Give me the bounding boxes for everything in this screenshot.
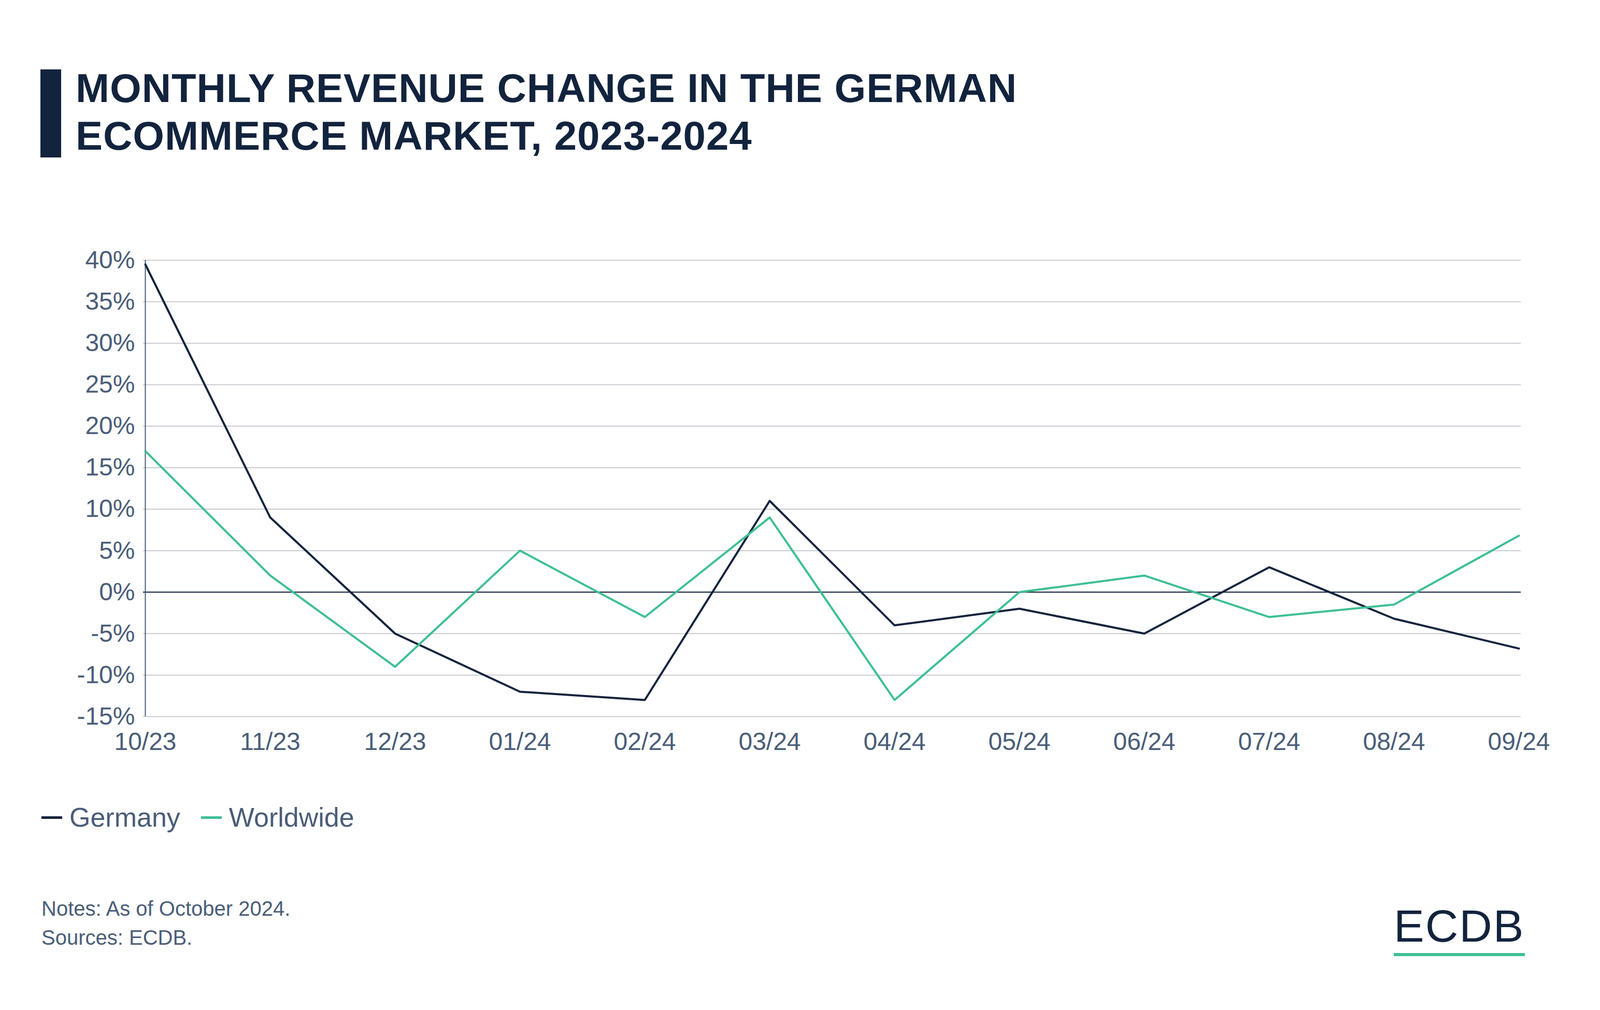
svg-text:25%: 25% [84, 370, 135, 398]
svg-text:08/24: 08/24 [1362, 727, 1425, 756]
svg-text:35%: 35% [84, 287, 135, 316]
html-text:Notes: As of October 2024.: Notes: As of October 2024. [41, 897, 291, 921]
svg-text:05/24: 05/24 [988, 727, 1051, 756]
svg-text:-10%: -10% [76, 661, 135, 689]
svg-text:-5%: -5% [90, 619, 135, 648]
svg-text:02/24: 02/24 [613, 727, 676, 756]
html-text:ECDB: ECDB [1393, 900, 1525, 952]
html-text:Germany: Germany [69, 802, 181, 833]
svg-text:11/23: 11/23 [239, 727, 301, 756]
svg-text:12/23: 12/23 [363, 727, 426, 756]
svg-text:03/24: 03/24 [738, 727, 801, 756]
html-text:MONTHLY REVENUE CHANGE IN THE: MONTHLY REVENUE CHANGE IN THE GERMAN ECO… [75, 65, 1018, 159]
svg-text:10%: 10% [84, 494, 135, 523]
svg-text:09/24: 09/24 [1487, 727, 1550, 756]
svg-text:20%: 20% [84, 411, 135, 440]
html-text:Worldwide: Worldwide [228, 802, 355, 833]
html-text:Sources: ECDB.: Sources: ECDB. [41, 926, 193, 950]
svg-text:06/24: 06/24 [1112, 727, 1176, 756]
svg-text:15%: 15% [84, 453, 135, 481]
svg-text:5%: 5% [98, 536, 135, 564]
svg-text:01/24: 01/24 [488, 727, 551, 756]
svg-text:07/24: 07/24 [1237, 727, 1300, 756]
svg-text:10/23: 10/23 [113, 727, 177, 756]
svg-text:30%: 30% [84, 329, 135, 357]
svg-text:40%: 40% [84, 246, 135, 274]
svg-text:-15%: -15% [76, 702, 135, 731]
svg-text:04/24: 04/24 [863, 727, 926, 756]
svg-text:0%: 0% [98, 578, 135, 606]
